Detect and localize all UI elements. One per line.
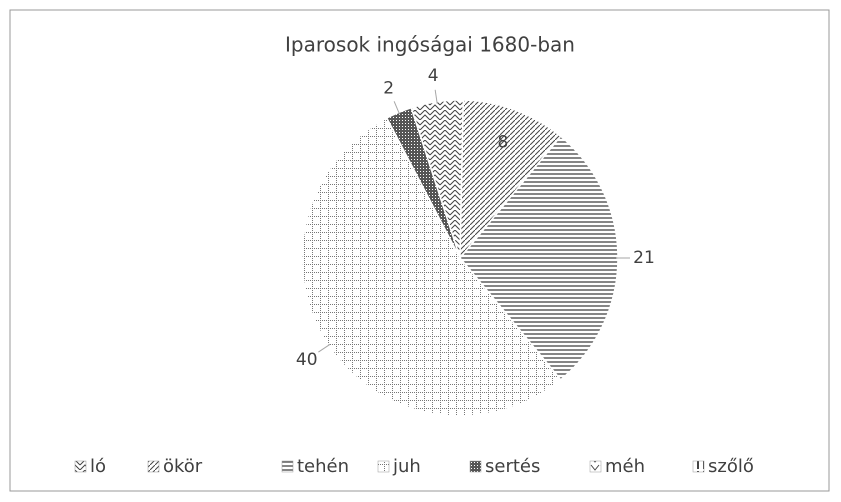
legend-swatch (281, 460, 294, 473)
data-label: 4 (428, 66, 439, 86)
legend-label: szőlő (708, 456, 754, 477)
legend-swatch (589, 460, 602, 473)
leader-line (393, 101, 401, 115)
data-label: 40 (296, 350, 318, 370)
chart-title: Iparosok ingóságai 1680-ban (285, 33, 575, 57)
data-label: 2 (383, 78, 394, 98)
legend-swatch (469, 460, 482, 473)
legend-swatch (147, 460, 160, 473)
data-label: 8 (498, 132, 509, 152)
pie-slice (459, 99, 562, 261)
pie: 4 8 21 40 2 (296, 66, 655, 417)
legend-swatch (74, 460, 87, 473)
legend-swatch (377, 460, 390, 473)
legend-label: ló (90, 456, 106, 477)
data-label: 21 (633, 248, 655, 268)
leader-line (434, 89, 438, 104)
legend-label: sertés (485, 456, 540, 477)
legend-label: ökör (163, 456, 203, 477)
legend-label: juh (392, 456, 421, 477)
legend: ló ökör tehén juh sertés méh szőlő (74, 456, 754, 477)
legend-label: méh (605, 456, 645, 477)
legend-label: tehén (297, 456, 349, 477)
leader-line (318, 343, 331, 353)
legend-swatch (692, 460, 705, 473)
